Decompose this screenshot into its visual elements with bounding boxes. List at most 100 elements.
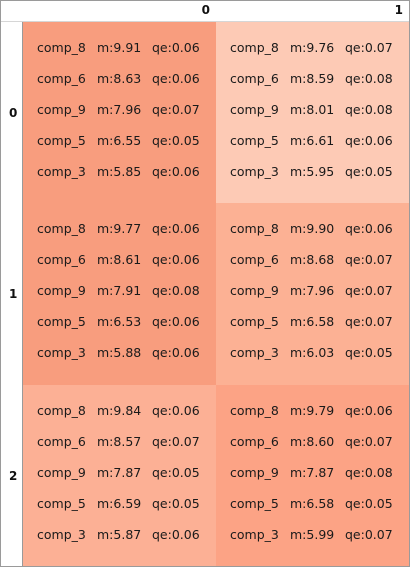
component-name: comp_9 [230,102,279,117]
heatmap-cell: comp_8 m:9.79 qe:0.06 comp_6 m:8.60 qe:0.07 co… [216,385,409,566]
m-value: m:7.87 [97,465,141,480]
qe-value: qe:0.07 [345,40,393,55]
m-value: m:9.91 [97,40,141,55]
heatmap-cell: comp_8 m:9.76 qe:0.07 comp_6 m:8.59 qe:0.08 co… [216,22,409,203]
qe-value: qe:0.05 [345,345,393,360]
heatmap-cell: comp_8 m:9.84 qe:0.06 comp_6 m:8.57 qe:0.07 co… [23,385,216,566]
m-value: m:6.53 [97,314,141,329]
component-name: comp_3 [230,527,279,542]
qe-value: qe:0.07 [152,434,200,449]
column-header-1: 1 [216,1,409,21]
column-header-label: 1 [395,3,403,17]
component-name: comp_5 [37,133,86,148]
m-value: m:5.87 [97,527,141,542]
qe-value: qe:0.05 [152,465,200,480]
component-name: comp_8 [37,40,86,55]
component-name: comp_3 [37,345,86,360]
qe-value: qe:0.08 [345,465,393,480]
qe-value: qe:0.05 [345,164,393,179]
qe-value: qe:0.06 [152,40,200,55]
qe-value: qe:0.08 [152,283,200,298]
component-name: comp_3 [230,345,279,360]
qe-value: qe:0.08 [345,102,393,117]
m-value: m:8.60 [290,434,334,449]
qe-value: qe:0.07 [345,527,393,542]
component-name: comp_6 [37,71,86,86]
m-value: m:6.59 [97,496,141,511]
m-value: m:5.99 [290,527,334,542]
component-name: comp_3 [37,527,86,542]
component-name: comp_5 [37,496,86,511]
component-name: comp_5 [230,133,279,148]
heatmap-cell: comp_8 m:9.90 qe:0.06 comp_6 m:8.68 qe:0.07 co… [216,203,409,385]
m-value: m:9.76 [290,40,334,55]
component-name: comp_5 [230,314,279,329]
m-value: m:9.79 [290,403,334,418]
qe-value: qe:0.07 [345,252,393,267]
component-name: comp_3 [37,164,86,179]
row-header-label: 2 [9,469,17,483]
qe-value: qe:0.08 [345,71,393,86]
qe-value: qe:0.05 [152,496,200,511]
component-name: comp_8 [37,221,86,236]
m-value: m:8.59 [290,71,334,86]
m-value: m:8.68 [290,252,334,267]
m-value: m:6.61 [290,133,334,148]
m-value: m:7.91 [97,283,141,298]
qe-value: qe:0.06 [152,71,200,86]
row-header-0: 0 [1,22,22,203]
qe-value: qe:0.07 [345,314,393,329]
component-name: comp_5 [230,496,279,511]
m-value: m:9.90 [290,221,334,236]
component-name: comp_6 [230,71,279,86]
component-name: comp_9 [37,102,86,117]
qe-value: qe:0.06 [152,314,200,329]
m-value: m:5.88 [97,345,141,360]
m-value: m:8.57 [97,434,141,449]
row-header-label: 1 [9,287,17,301]
qe-value: qe:0.05 [152,133,200,148]
m-value: m:6.58 [290,314,334,329]
component-name: comp_6 [37,434,86,449]
m-value: m:8.63 [97,71,141,86]
component-name: comp_5 [37,314,86,329]
qe-value: qe:0.06 [345,221,393,236]
qe-value: qe:0.06 [152,221,200,236]
component-name: comp_8 [230,40,279,55]
m-value: m:8.61 [97,252,141,267]
qe-value: qe:0.06 [152,403,200,418]
qe-value: qe:0.05 [345,496,393,511]
m-value: m:7.96 [290,283,334,298]
m-value: m:5.85 [97,164,141,179]
column-header-0: 0 [23,1,216,21]
qe-value: qe:0.06 [345,403,393,418]
m-value: m:6.58 [290,496,334,511]
m-value: m:5.95 [290,164,334,179]
component-name: comp_9 [37,465,86,480]
column-header-label: 0 [202,3,210,17]
heatmap-cell: comp_8 m:9.91 qe:0.06 comp_6 m:8.63 qe:0.06 co… [23,22,216,203]
m-value: m:9.84 [97,403,141,418]
row-header-2: 2 [1,385,22,566]
component-name: comp_6 [230,252,279,267]
component-name: comp_8 [230,221,279,236]
qe-value: qe:0.06 [152,345,200,360]
component-name: comp_9 [37,283,86,298]
qe-value: qe:0.06 [152,527,200,542]
row-header-label: 0 [9,106,17,120]
m-value: m:9.77 [97,221,141,236]
component-name: comp_3 [230,164,279,179]
component-name: comp_8 [37,403,86,418]
component-name: comp_9 [230,465,279,480]
component-name: comp_6 [230,434,279,449]
m-value: m:6.55 [97,133,141,148]
component-name: comp_6 [37,252,86,267]
qe-value: qe:0.07 [345,283,393,298]
component-name: comp_8 [230,403,279,418]
m-value: m:7.96 [97,102,141,117]
m-value: m:6.03 [290,345,334,360]
qe-value: qe:0.07 [345,434,393,449]
m-value: m:7.87 [290,465,334,480]
qe-value: qe:0.06 [152,164,200,179]
